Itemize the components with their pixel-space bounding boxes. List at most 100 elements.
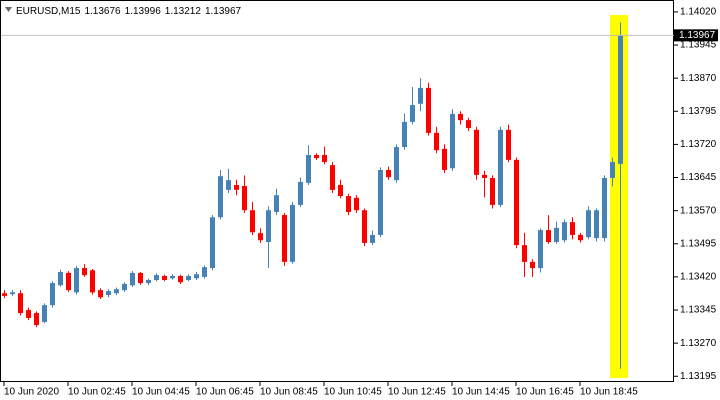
- x-tick-label: 10 Jun 02:45: [68, 387, 126, 398]
- candle-body: [34, 313, 39, 326]
- candle-body: [218, 176, 223, 218]
- x-tick-label: 10 Jun 10:45: [324, 387, 382, 398]
- highlight: [610, 15, 628, 378]
- candle-body: [370, 234, 375, 243]
- candle-body: [74, 268, 79, 293]
- y-tick-label: 1.13570: [680, 205, 717, 216]
- candle-body: [602, 177, 607, 239]
- candle-body: [538, 230, 543, 269]
- candle-body: [258, 233, 263, 241]
- candle-body: [338, 185, 343, 197]
- candle-body: [594, 210, 599, 239]
- close-value: 1.13967: [205, 6, 242, 17]
- candle-body: [522, 245, 527, 262]
- candle-body: [330, 165, 335, 190]
- x-tick-label: 10 Jun 06:45: [196, 387, 254, 398]
- candle-body: [426, 87, 431, 133]
- low-value: 1.13212: [165, 6, 202, 17]
- candle-body: [410, 105, 415, 122]
- candle-body: [610, 162, 615, 178]
- candle-body: [26, 310, 31, 318]
- y-tick-label: 1.13945: [680, 40, 717, 51]
- x-tick-label: 10 Jun 08:45: [260, 387, 318, 398]
- candle-body: [282, 215, 287, 262]
- open-value: 1.13676: [84, 6, 121, 17]
- candle-body: [570, 222, 575, 235]
- y-tick-label: 1.13195: [680, 371, 717, 382]
- candle-body: [82, 268, 87, 276]
- y-tick-label: 1.13270: [680, 338, 717, 349]
- current-price-label: 1.13967: [679, 30, 716, 41]
- candle-body: [234, 185, 239, 190]
- y-tick-label: 1.13720: [680, 139, 717, 150]
- candle-body: [154, 275, 159, 280]
- candle-body: [130, 272, 135, 286]
- candle-body: [122, 283, 127, 291]
- y-tick-label: 1.13870: [680, 73, 717, 84]
- candle-body: [106, 291, 111, 296]
- candle-body: [378, 170, 383, 235]
- candle-body: [530, 261, 535, 269]
- candle-body: [66, 272, 71, 291]
- candle-body: [482, 174, 487, 178]
- candle-body: [138, 272, 143, 284]
- candle-body: [90, 270, 95, 293]
- candle-body: [506, 129, 511, 160]
- candle-body: [554, 227, 559, 243]
- candle-body: [266, 210, 271, 243]
- candle-body: [290, 204, 295, 262]
- candle-body: [162, 276, 167, 280]
- high-value: 1.13996: [125, 6, 162, 17]
- candle-body: [394, 147, 399, 181]
- candle-body: [474, 129, 479, 175]
- candle-body: [186, 276, 191, 280]
- candle-body: [562, 222, 567, 241]
- candle-body: [362, 210, 367, 243]
- candle-body: [58, 272, 63, 286]
- candle-body: [386, 170, 391, 178]
- candle-body: [274, 195, 279, 212]
- candle-body: [50, 283, 55, 306]
- candle-body: [2, 293, 7, 296]
- current-price-box: [674, 29, 718, 42]
- candle-body: [306, 155, 311, 183]
- x-tick-label: 10 Jun 14:45: [452, 387, 510, 398]
- candle-body: [322, 155, 327, 163]
- y-tick-label: 1.13420: [680, 272, 717, 283]
- x-tick-label: 10 Jun 04:45: [132, 387, 190, 398]
- candle-body: [18, 293, 23, 314]
- candle-body: [434, 132, 439, 151]
- candle-body: [314, 155, 319, 159]
- candle-body: [346, 196, 351, 212]
- candle-body: [194, 274, 199, 279]
- plot-frame: [0, 0, 674, 382]
- symbol-icon: [5, 7, 12, 12]
- candle-body: [98, 290, 103, 298]
- candle-body: [618, 35, 623, 164]
- candle-body: [442, 148, 447, 171]
- x-tick-label: 10 Jun 12:45: [388, 387, 446, 398]
- candle-body: [170, 276, 175, 279]
- candle-body: [146, 279, 151, 284]
- candle-body: [42, 305, 47, 322]
- y-tick-label: 1.13645: [680, 172, 717, 183]
- candle-body: [178, 276, 183, 283]
- y-tick-label: 1.13795: [680, 106, 717, 117]
- candle-body: [466, 120, 471, 129]
- candle-body: [250, 210, 255, 233]
- candle-body: [418, 87, 423, 104]
- header: EURUSD,M15 1.13676 1.13996 1.13212 1.13967: [16, 6, 242, 17]
- x-tick-label: 10 Jun 16:45: [516, 387, 574, 398]
- candle-body: [210, 217, 215, 269]
- candle-body: [586, 210, 591, 238]
- candle-body: [298, 181, 303, 205]
- candle-body: [458, 113, 463, 121]
- x-tick-label: 10 Jun 18:45: [580, 387, 638, 398]
- candle-body: [226, 180, 231, 190]
- candle-body: [514, 159, 519, 246]
- candle-body: [578, 234, 583, 241]
- candle-body: [354, 197, 359, 211]
- candle-body: [546, 230, 551, 243]
- x-tick-label: 10 Jun 2020: [4, 387, 59, 398]
